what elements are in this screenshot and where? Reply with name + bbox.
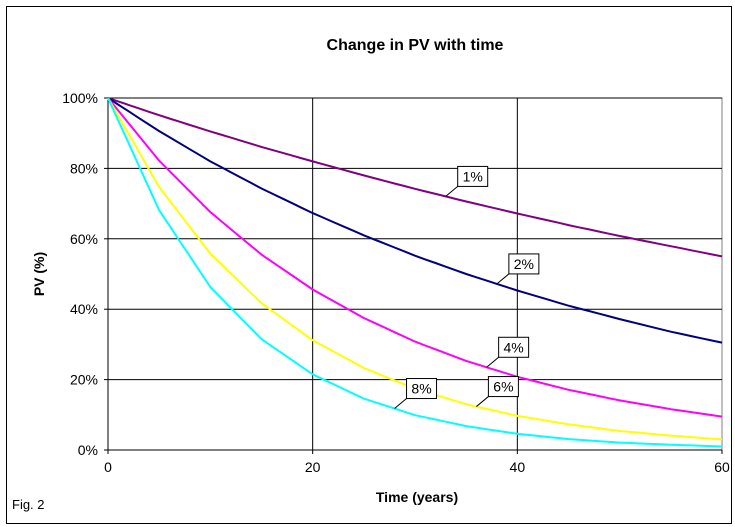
series-label: 8% [411,381,431,397]
x-axis-label: Time (years) [376,489,458,505]
series-line-4pct [107,97,723,418]
figure-label: Fig. 2 [12,497,45,512]
series-label-pointer [476,396,489,407]
series-line-8pct [107,97,723,448]
series-line-1pct [107,97,723,258]
y-axis-label: PV (%) [31,252,47,296]
x-tick-label: 0 [104,459,112,475]
x-tick-label: 60 [714,459,730,475]
y-tick-label: 80% [70,160,98,176]
y-tick-label: 60% [70,231,98,247]
series-label-pointer [496,273,510,285]
x-tick-label: 40 [510,459,526,475]
series-label-box [498,336,530,358]
series-label: 1% [463,168,483,184]
y-tick-label: 100% [62,90,98,106]
series-label-pointer [394,398,407,409]
y-tick-label: 0% [78,442,98,458]
chart-title: Change in PV with time [327,37,504,54]
y-tick-label: 40% [70,301,98,317]
series-label-box [508,253,540,275]
series-label: 6% [493,379,513,395]
series-label: 2% [514,256,534,272]
series-line-2pct [107,97,723,344]
series-label-box [457,165,489,187]
series-label-box [406,378,438,400]
series-label-pointer [486,356,499,368]
x-tick-label: 20 [305,459,321,475]
series-label: 4% [504,339,524,355]
y-tick-label: 20% [70,372,98,388]
series-label-pointer [445,186,459,197]
series-label-box [487,376,519,398]
